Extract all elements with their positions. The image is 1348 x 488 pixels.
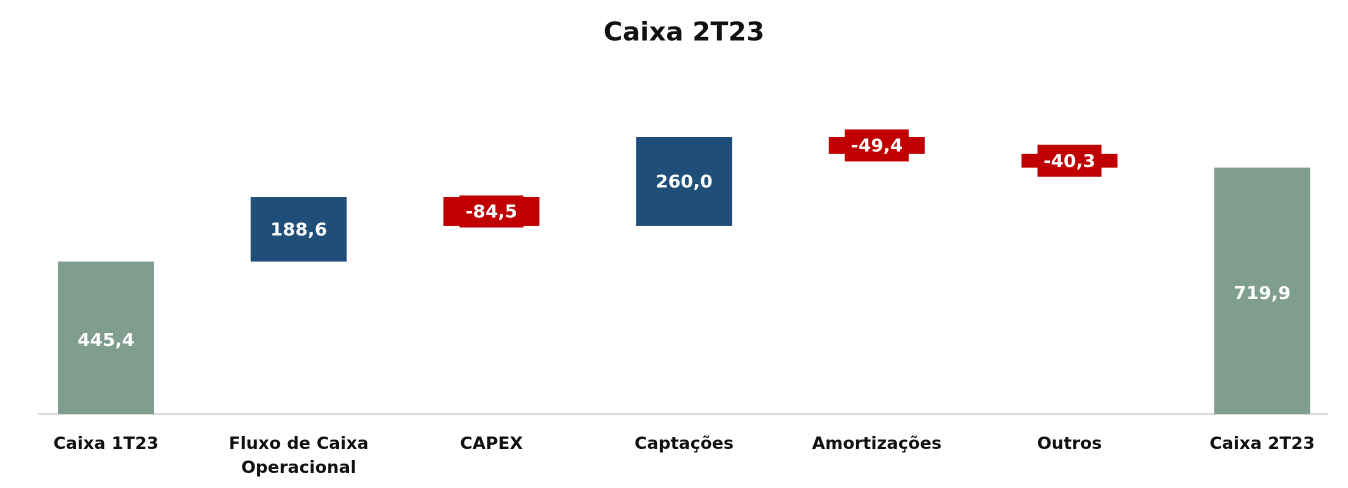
x-tick-label: Amortizações	[811, 434, 942, 454]
value-label: 188,6	[270, 219, 327, 240]
value-label: 445,4	[78, 330, 135, 351]
bar	[58, 261, 154, 414]
x-tick-label: Fluxo de Caixa Operacional	[228, 434, 369, 478]
bar	[250, 197, 347, 262]
label-box	[1037, 144, 1102, 177]
chart-title: Caixa 2T23	[604, 18, 765, 48]
bar	[636, 136, 733, 226]
x-tick-label: Caixa 1T23	[53, 434, 159, 454]
x-tick-label: Caixa 2T23	[1209, 434, 1315, 454]
label-box	[459, 195, 524, 228]
value-label: -49,4	[851, 135, 903, 156]
value-label: 260,0	[656, 171, 713, 192]
value-label: 719,9	[1234, 283, 1291, 304]
x-tick-label: Outros	[1037, 434, 1102, 454]
x-tick-label: Captações	[634, 434, 734, 454]
value-label: -40,3	[1044, 151, 1096, 172]
value-label: -84,5	[465, 201, 517, 222]
x-tick-label: CAPEX	[459, 434, 523, 454]
bar	[1214, 167, 1311, 414]
label-box	[844, 129, 909, 162]
